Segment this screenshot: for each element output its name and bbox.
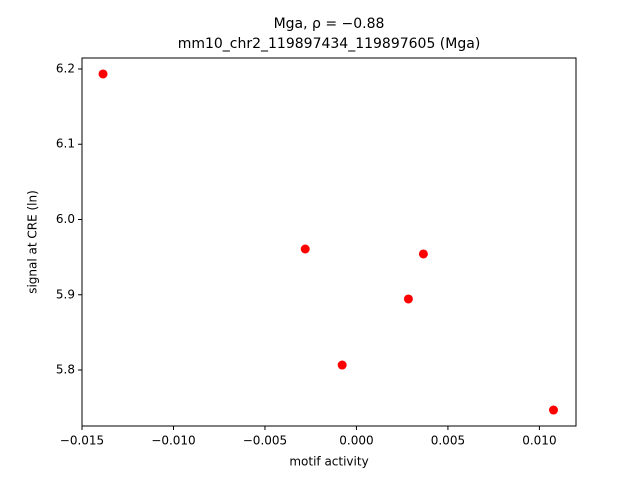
x-tick-label: −0.015 — [60, 434, 104, 448]
x-tick-label: 0.000 — [339, 434, 373, 448]
y-tick-label: 5.9 — [56, 287, 75, 301]
x-tick-label: 0.005 — [431, 434, 465, 448]
point — [337, 360, 347, 370]
x-axis-label: motif activity — [289, 455, 368, 469]
y-axis-label: signal at CRE (ln) — [26, 190, 40, 294]
chart-subtitle: mm10_chr2_119897434_119897605 (Mga) — [178, 36, 481, 52]
x-tick-label: −0.010 — [151, 434, 195, 448]
point — [403, 294, 413, 304]
chart-title: Mga, ρ = −0.88 — [274, 16, 385, 32]
point — [548, 405, 558, 415]
y-tick-label: 6.1 — [56, 137, 75, 151]
plot-frame — [81, 57, 577, 427]
x-tick-label: 0.010 — [522, 434, 556, 448]
point — [98, 69, 108, 79]
y-tick-label: 6.2 — [56, 61, 75, 75]
x-tick-label: −0.005 — [243, 434, 287, 448]
y-tick-label: 5.8 — [56, 363, 75, 377]
y-tick-label: 6.0 — [56, 212, 75, 226]
point — [300, 244, 310, 254]
point — [418, 249, 428, 259]
